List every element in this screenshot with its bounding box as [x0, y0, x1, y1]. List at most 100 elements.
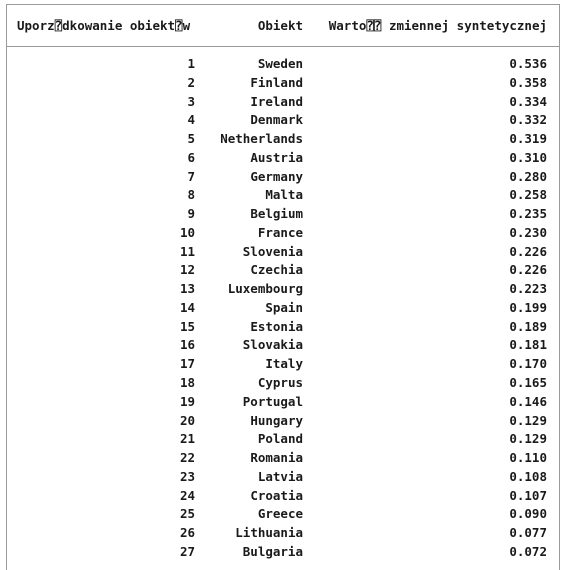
table-row: 26 Lithuania 0.077	[7, 524, 559, 543]
cell-object: Lithuania	[235, 525, 303, 541]
cell-value: 0.334	[509, 93, 547, 109]
table-row: 27 Bulgaria 0.072	[7, 543, 559, 562]
cell-value: 0.129	[509, 431, 547, 447]
cell-rank: 27	[179, 543, 195, 559]
cell-object: Italy	[265, 356, 303, 372]
cell-rank: 23	[179, 468, 195, 484]
cell-object: Croatia	[250, 487, 303, 503]
cell-rank: 5	[187, 131, 195, 147]
table-row: 8 Malta 0.258	[7, 186, 559, 205]
cell-value: 0.235	[509, 206, 547, 222]
cell-object: Cyprus	[257, 375, 303, 391]
cell-object: Ireland	[250, 93, 303, 109]
cell-object: Spain	[265, 299, 303, 315]
table-row: 3 Ireland 0.334	[7, 93, 559, 112]
table-row: 15 Estonia 0.189	[7, 318, 559, 337]
table-row: 24 Croatia 0.107	[7, 487, 559, 506]
cell-object: Denmark	[250, 112, 303, 128]
cell-object: Belgium	[250, 206, 303, 222]
table-row: 12 Czechia 0.226	[7, 261, 559, 280]
table-row: 17 Italy 0.170	[7, 355, 559, 374]
cell-value: 0.230	[509, 224, 547, 240]
table-row: 7 Germany 0.280	[7, 168, 559, 187]
cell-rank: 19	[179, 393, 195, 409]
cell-object: Malta	[265, 187, 303, 203]
cell-object: Germany	[250, 168, 303, 184]
cell-value: 0.146	[509, 393, 547, 409]
cell-object: Greece	[257, 506, 303, 522]
table-row: 10 France 0.230	[7, 224, 559, 243]
cell-rank: 14	[179, 299, 195, 315]
table-header: Uporz⍰dkowanie obiekt⍰w Obiekt Warto⍰⍰ z…	[7, 5, 559, 47]
cell-value: 0.310	[509, 149, 547, 165]
cell-value: 0.280	[509, 168, 547, 184]
table-row: 22 Romania 0.110	[7, 449, 559, 468]
cell-object: Sweden	[257, 56, 303, 71]
header-object: Obiekt	[257, 18, 303, 33]
table-row: 2 Finland 0.358	[7, 74, 559, 93]
cell-value: 0.170	[509, 356, 547, 372]
cell-object: Austria	[250, 149, 303, 165]
table-row: 21 Poland 0.129	[7, 430, 559, 449]
cell-value: 0.223	[509, 281, 547, 297]
cell-value: 0.072	[509, 543, 547, 559]
cell-object: Estonia	[250, 318, 303, 334]
cell-value: 0.077	[509, 525, 547, 541]
cell-value: 0.332	[509, 112, 547, 128]
table-row: 13 Luxembourg 0.223	[7, 280, 559, 299]
cell-rank: 11	[179, 243, 195, 259]
cell-value: 0.129	[509, 412, 547, 428]
table-row: 4 Denmark 0.332	[7, 111, 559, 130]
header-value: Warto⍰⍰ zmiennej syntetycznej	[328, 18, 547, 33]
cell-rank: 10	[179, 224, 195, 240]
cell-object: Luxembourg	[227, 281, 303, 297]
cell-value: 0.358	[509, 74, 547, 90]
table-row: 20 Hungary 0.129	[7, 412, 559, 431]
header-rank: Uporz⍰dkowanie obiekt⍰w	[17, 18, 191, 33]
cell-rank: 6	[187, 149, 195, 165]
table-body: 1 Sweden 0.536 2 Finland 0.358 3 Ireland 0.334 4 D…	[7, 55, 559, 562]
table-row: 1 Sweden 0.536	[7, 55, 559, 74]
cell-object: Romania	[250, 450, 303, 466]
cell-object: Hungary	[250, 412, 303, 428]
cell-rank: 3	[187, 93, 195, 109]
cell-rank: 4	[187, 112, 195, 128]
cell-rank: 25	[179, 506, 195, 522]
cell-object: Finland	[250, 74, 303, 90]
cell-value: 0.226	[509, 243, 547, 259]
cell-rank: 7	[187, 168, 195, 184]
table-row: 11 Slovenia 0.226	[7, 243, 559, 262]
results-table: Uporz⍰dkowanie obiekt⍰w Obiekt Warto⍰⍰ z…	[6, 4, 560, 570]
cell-object: Slovenia	[242, 243, 303, 259]
cell-value: 0.110	[509, 450, 547, 466]
cell-rank: 21	[179, 431, 195, 447]
cell-rank: 18	[179, 375, 195, 391]
table-row: 6 Austria 0.310	[7, 149, 559, 168]
cell-rank: 16	[179, 337, 195, 353]
cell-value: 0.165	[509, 375, 547, 391]
table-row: 19 Portugal 0.146	[7, 393, 559, 412]
cell-object: Poland	[257, 431, 303, 447]
cell-rank: 13	[179, 281, 195, 297]
cell-value: 0.536	[509, 56, 547, 71]
table-row: 9 Belgium 0.235	[7, 205, 559, 224]
cell-rank: 26	[179, 525, 195, 541]
cell-object: Bulgaria	[242, 543, 303, 559]
cell-rank: 2	[187, 74, 195, 90]
cell-value: 0.107	[509, 487, 547, 503]
cell-value: 0.319	[509, 131, 547, 147]
cell-value: 0.258	[509, 187, 547, 203]
cell-value: 0.181	[509, 337, 547, 353]
table-row: 18 Cyprus 0.165	[7, 374, 559, 393]
table-row: 16 Slovakia 0.181	[7, 336, 559, 355]
cell-value: 0.226	[509, 262, 547, 278]
cell-value: 0.108	[509, 468, 547, 484]
cell-value: 0.090	[509, 506, 547, 522]
cell-value: 0.189	[509, 318, 547, 334]
cell-object: Latvia	[257, 468, 303, 484]
table-row: 14 Spain 0.199	[7, 299, 559, 318]
cell-object: Netherlands	[220, 131, 303, 147]
cell-rank: 15	[179, 318, 195, 334]
cell-object: Slovakia	[242, 337, 303, 353]
table-row: 25 Greece 0.090	[7, 505, 559, 524]
